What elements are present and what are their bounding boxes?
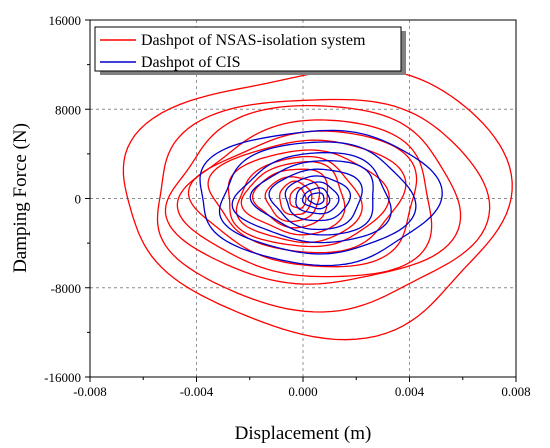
x-tick-label: 0.000: [288, 384, 317, 399]
hysteresis-loop: [122, 67, 513, 341]
hysteresis-loop: [307, 192, 325, 206]
hysteresis-loop: [218, 141, 417, 255]
legend: Dashpot of NSAS-isolation system Dashpot…: [94, 26, 406, 75]
hysteresis-loop: [279, 180, 313, 216]
series-cis: [199, 129, 443, 267]
hysteresis-loop: [199, 129, 443, 267]
x-tick-label: -0.008: [73, 384, 107, 399]
hysteresis-loop: [156, 98, 491, 313]
x-tick-label: 0.004: [395, 384, 425, 399]
hysteresis-loop: [176, 119, 433, 278]
legend-box: [94, 26, 402, 72]
hysteresis-loop: [207, 139, 407, 254]
y-tick-label: 16000: [49, 13, 82, 28]
hysteresis-loop: [187, 130, 418, 268]
y-tick-label: 8000: [55, 102, 81, 117]
y-axis-title: Damping Force (N): [10, 123, 31, 273]
hysteresis-loop: [240, 160, 346, 236]
hysteresis-loop: [231, 151, 392, 244]
hysteresis-loop: [301, 187, 331, 210]
hysteresis-loop: [284, 175, 352, 222]
hysteresis-loop: [289, 187, 307, 209]
axis-ticks: -0.008 -0.004 0.000 0.004 0.008 -16000 -8000 0 8…: [44, 13, 530, 399]
y-tick-label: 0: [75, 192, 82, 207]
legend-label-cis: Dashpot of CIS: [141, 54, 241, 71]
x-tick-label: 0.008: [501, 384, 530, 399]
hysteresis-loop: [264, 176, 321, 223]
plot-series: [122, 67, 513, 341]
legend-label-nsas: Dashpot of NSAS-isolation system: [141, 32, 366, 49]
x-tick-label: -0.004: [180, 384, 214, 399]
hysteresis-loop: [295, 181, 340, 215]
y-tick-label: -8000: [51, 281, 81, 296]
hysteresis-loop: [249, 160, 374, 236]
x-axis-title: Displacement (m): [235, 423, 372, 444]
hysteresis-loop: [268, 168, 363, 231]
hysteresis-loop: [164, 104, 462, 285]
y-tick-label: -16000: [44, 370, 81, 385]
